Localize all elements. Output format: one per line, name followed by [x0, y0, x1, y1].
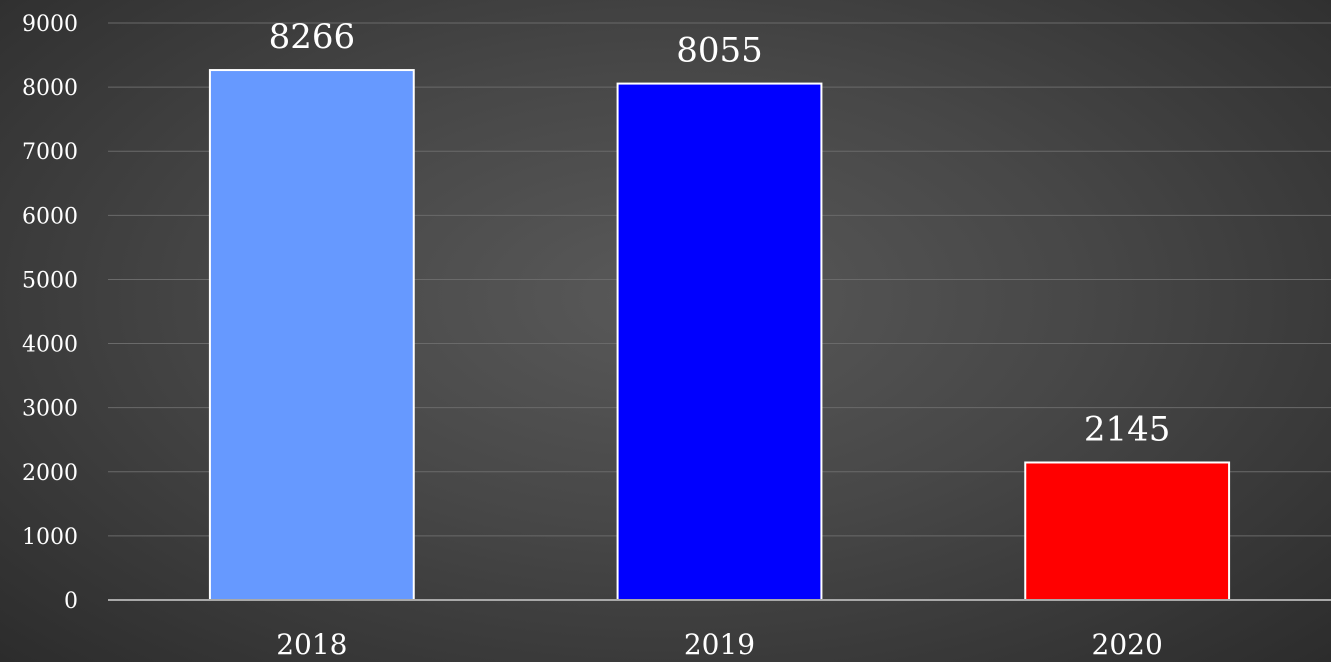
y-tick-label: 9000: [22, 12, 78, 37]
bar-2018: [208, 69, 415, 601]
x-tick-label-2020: 2020: [1092, 628, 1163, 661]
y-tick-label: 1000: [22, 525, 78, 550]
bars: [208, 69, 1231, 601]
y-tick-label: 5000: [22, 268, 78, 293]
x-axis-ticks: 2018 2019 2020: [276, 628, 1163, 661]
data-labels: 8266 8055 2145: [269, 17, 1171, 449]
y-axis-ticks: 0 1000 2000 3000 4000 5000 6000 7000 8000 9000: [22, 12, 78, 614]
bar-2020: [1024, 461, 1231, 601]
bar-2019: [616, 82, 823, 601]
y-tick-label: 2000: [22, 461, 78, 486]
data-label-2020: 2145: [1084, 409, 1171, 449]
x-tick-label-2018: 2018: [276, 628, 347, 661]
y-tick-label: 7000: [22, 140, 78, 165]
y-tick-label: 3000: [22, 397, 78, 422]
x-tick-label-2019: 2019: [684, 628, 755, 661]
y-tick-label: 6000: [22, 204, 78, 229]
data-label-2019: 8055: [676, 31, 763, 71]
y-tick-label: 8000: [22, 76, 78, 101]
y-tick-label: 4000: [22, 333, 78, 358]
y-tick-label: 0: [64, 589, 78, 614]
data-label-2018: 8266: [269, 17, 356, 57]
